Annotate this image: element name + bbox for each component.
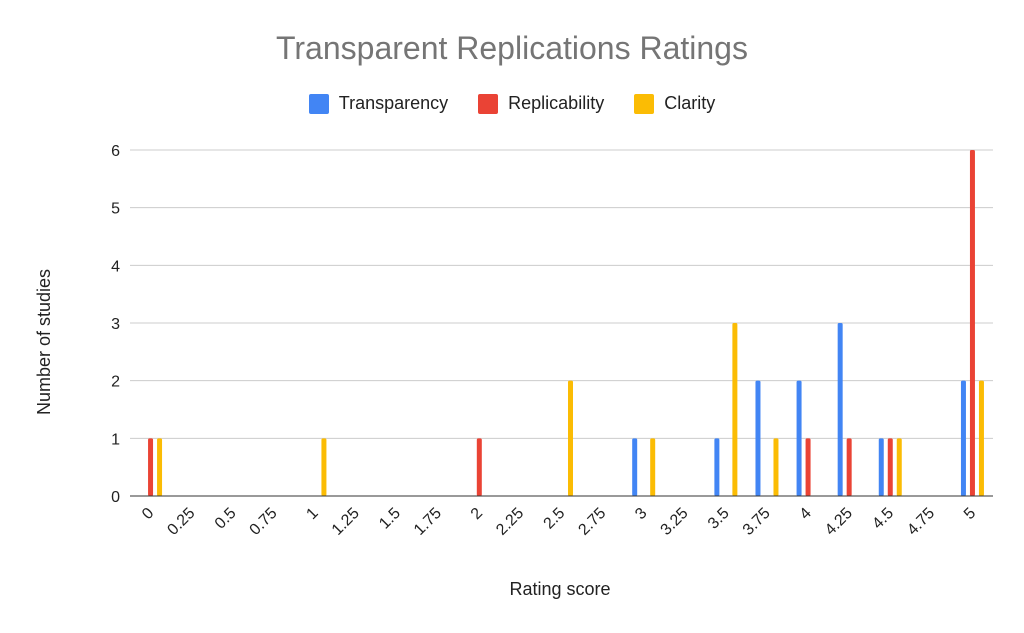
x-tick-label: 3 [632,505,650,523]
x-tick-label: 2.5 [541,505,569,533]
bar-clarity-1 [321,438,327,496]
bar-replicability-5 [969,150,975,496]
x-tick-label: 4.5 [869,505,897,533]
y-tick-label: 5 [111,201,120,218]
legend-item-replicability: Replicability [478,93,604,114]
bar-transparency-4 [796,380,802,496]
y-tick-label: 0 [111,489,120,506]
y-tick-label: 3 [111,316,120,333]
bar-replicability-2 [476,438,482,496]
x-tick-label: 0.5 [212,505,240,533]
legend-item-clarity: Clarity [634,93,715,114]
y-tick-label: 6 [111,143,120,160]
x-tick-label: 4.25 [822,505,856,539]
x-tick-label: 3.5 [705,505,733,533]
bar-transparency-4.25 [837,323,843,496]
x-tick-label: 1 [303,505,321,523]
legend-swatch-transparency [308,93,329,114]
bar-transparency-4.5 [878,438,884,496]
bar-transparency-3.5 [714,438,720,496]
x-tick-label: 0 [139,505,157,523]
bar-replicability-4 [805,438,811,496]
legend-swatch-clarity [634,93,655,114]
x-tick-label: 4 [797,505,815,523]
bar-replicability-4.5 [887,438,893,496]
legend: Transparency Replicability Clarity [0,93,1024,114]
x-axis-ticks: 0 0.25 0.5 0.75 1 1.25 1.5 1.75 2 2.25 2.5 2.75 3 3.2… [139,505,979,539]
bars [148,150,984,496]
x-tick-label: 2.75 [575,505,609,539]
bar-transparency-3.75 [755,380,761,496]
x-tick-label: 5 [961,505,979,523]
legend-label-transparency: Transparency [338,93,449,113]
x-tick-label: 2 [468,505,486,523]
legend-label-clarity: Clarity [664,93,716,113]
x-tick-label: 1.25 [329,505,363,539]
bar-clarity-0 [157,438,163,496]
bar-clarity-3.5 [732,323,738,496]
y-tick-label: 4 [111,258,120,275]
bar-clarity-3 [650,438,656,496]
bar-replicability-4.25 [846,438,852,496]
x-tick-label: 1.75 [411,505,445,539]
bar-clarity-3.75 [773,438,779,496]
legend-swatch-replicability [478,93,499,114]
y-axis-ticks: 0 1 2 3 4 5 6 [111,143,120,506]
x-tick-label: 3.75 [740,505,774,539]
bar-clarity-5 [978,380,984,496]
bar-replicability-0 [148,438,154,496]
y-tick-label: 1 [111,431,120,448]
y-tick-label: 2 [111,374,120,391]
x-tick-label: 4.75 [904,505,938,539]
x-tick-label: 0.75 [247,505,281,539]
chart-title: Transparent Replications Ratings [276,30,748,66]
legend-label-replicability: Replicability [508,93,605,113]
x-axis-title: Rating score [509,579,610,599]
bar-transparency-3 [632,438,638,496]
x-tick-label: 0.25 [164,505,198,539]
x-tick-label: 1.5 [376,505,404,533]
bar-clarity-4.5 [896,438,902,496]
legend-item-transparency: Transparency [308,93,449,114]
bar-clarity-2.5 [568,380,573,496]
y-axis-title: Number of studies [34,269,54,415]
gridlines [130,149,993,439]
x-tick-label: 2.25 [493,505,527,539]
bar-transparency-5 [960,380,966,496]
x-tick-label: 3.25 [658,505,692,539]
